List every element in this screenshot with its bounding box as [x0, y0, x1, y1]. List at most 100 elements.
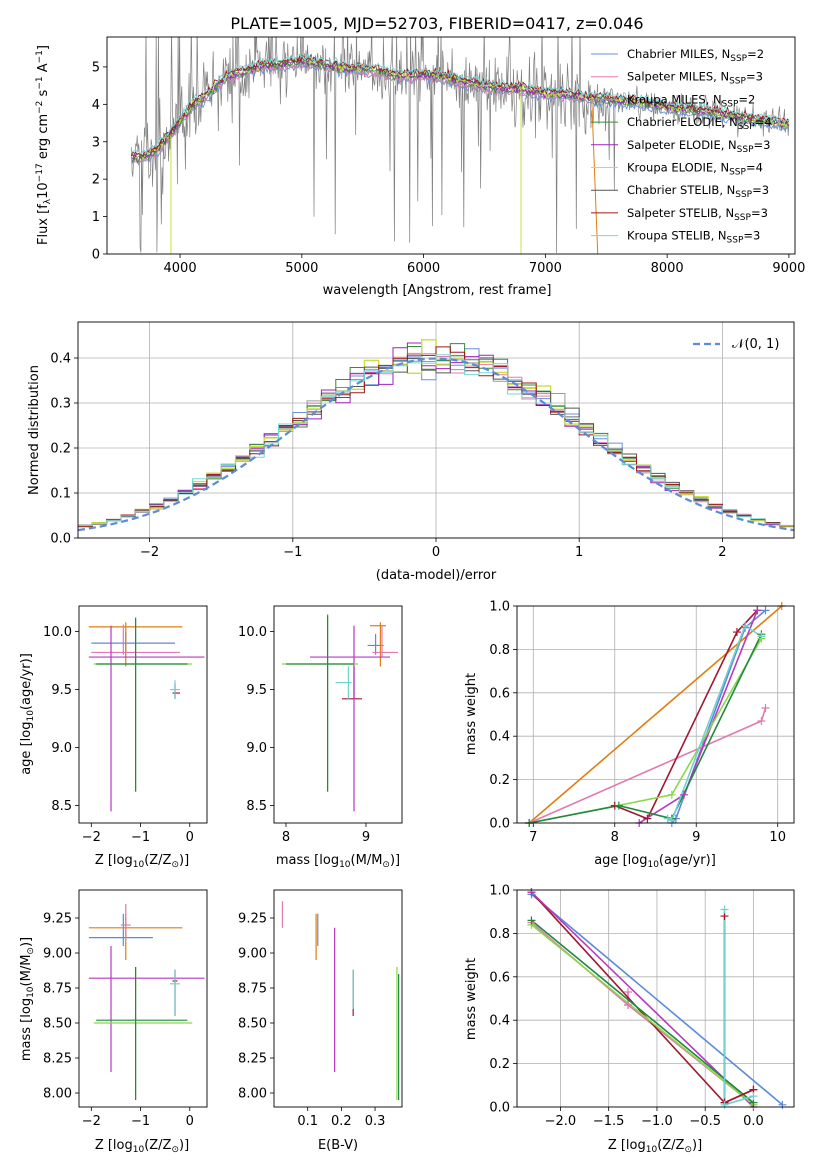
y-tick-label: 0.2 [50, 442, 71, 457]
x-tick-label: −1 [131, 1114, 150, 1129]
axes-frame [516, 605, 795, 824]
weight-line [530, 893, 783, 1106]
weight-marker [643, 814, 652, 823]
x-tick-label: −1.0 [641, 1114, 673, 1129]
label-part: SSP [737, 145, 754, 155]
spectrum-model-line [131, 53, 790, 155]
label-part: Z [log [608, 1138, 646, 1153]
spectrum-model-line [130, 60, 790, 166]
plot-content [282, 614, 398, 812]
y-tick-label: 0.2 [489, 1057, 510, 1072]
label-part: (M/M [351, 853, 383, 868]
legend-label: Chabrier MILES, NSSP=2 [627, 47, 764, 64]
label-part: −2 [35, 101, 45, 114]
axes-frame [273, 605, 403, 824]
y-tick-label: 0 [92, 248, 100, 263]
y-tick-label: 9.00 [238, 947, 267, 962]
axes-frame [78, 889, 208, 1108]
x-tick-label: 7 [529, 830, 537, 845]
label-part: ⊙ [26, 947, 36, 955]
y-tick-label: 0.4 [489, 730, 510, 745]
legend-label: Kroupa MILES, NSSP=2 [627, 92, 755, 109]
y-tick-label: 8.50 [238, 1017, 267, 1032]
x-tick-label: −2 [82, 1114, 101, 1129]
x-tick-label: 0 [432, 545, 440, 560]
label-part: 10 [26, 710, 36, 722]
label-part: (Z/Z [144, 1138, 171, 1153]
axes-age_vs_Z: −2 −1 08.59.09.510.0Z [log10(Z/Z⊙)]age [lo… [19, 605, 208, 870]
x-tick-label: 0.0 [743, 1114, 764, 1129]
label-part: Chabrier STELIB, N [627, 183, 735, 197]
legend-label: Salpeter MILES, NSSP=3 [627, 70, 763, 87]
y-tick-label: 8.75 [238, 982, 267, 997]
x-tick-label: 8 [282, 830, 290, 845]
weight-line [667, 624, 762, 822]
weight-marker [623, 1001, 632, 1010]
histogram-series [78, 354, 794, 526]
weight-marker [732, 628, 741, 637]
y-axis-label: mass weight [464, 673, 479, 755]
label-part: SSP [727, 236, 744, 246]
plot-content [281, 901, 400, 1100]
x-tick-label: 8 [611, 830, 619, 845]
x-tick-label: −2 [82, 830, 101, 845]
weight-marker [749, 1092, 758, 1101]
label-part: Salpeter ELODIE, N [627, 138, 737, 152]
y-axis-label: Normed distribution [27, 365, 42, 495]
label-part: ⊙ [684, 1145, 692, 1155]
plot-area [79, 890, 207, 1107]
y-tick-label: 0.2 [489, 773, 510, 788]
y-tick-label: 0.4 [489, 1014, 510, 1029]
weight-line [528, 606, 783, 823]
label-part: =4 [746, 161, 763, 175]
spectrum-dropout-line [591, 96, 599, 254]
histogram-series [78, 346, 794, 527]
weight-marker [761, 606, 770, 615]
label-part: −17 [35, 163, 45, 182]
x-tick-label: 7000 [529, 261, 562, 276]
legend-label: Kroupa ELODIE, NSSP=4 [627, 161, 763, 178]
x-tick-label: 5000 [285, 261, 318, 276]
y-tick-label: 8.00 [43, 1087, 72, 1102]
x-tick-label: 0.2 [331, 1114, 352, 1129]
label-part: (M/M [19, 955, 34, 987]
axes-frame [77, 321, 795, 539]
plot-content [78, 322, 794, 538]
y-axis-label: Flux [fλ10−17 erg cm−2 s−1 A−1] [35, 45, 53, 245]
axes-mass_vs_Z: −2 −1 08.008.258.508.759.009.25Z [log10(Z/… [19, 889, 208, 1155]
label-part: (Z/Z [144, 853, 171, 868]
axes-residuals: −2 −1 0 1 2 0.0 0.1 0.2 0.3 0.4 𝒩(0, 1) (data-model… [27, 321, 795, 583]
weight-line [530, 924, 755, 1106]
weight-marker [667, 816, 676, 825]
label-part: 10 [133, 1145, 145, 1155]
label-part: 10 [646, 1145, 658, 1155]
x-tick-label: 1 [575, 545, 583, 560]
x-tick-label: −2 [140, 545, 159, 560]
x-tick-label: 0.3 [365, 1114, 386, 1129]
weight-marker [741, 621, 750, 630]
label-part: Salpeter MILES, N [627, 70, 729, 84]
x-tick-label: 10 [769, 830, 786, 845]
label-part: Flux [f [36, 204, 51, 245]
legend-label: Chabrier ELODIE, NSSP=4 [627, 115, 772, 132]
label-part: SSP [738, 122, 755, 132]
label-part: )] [19, 937, 34, 947]
label-part: Salpeter STELIB, N [627, 206, 734, 220]
label-part: =2 [747, 47, 764, 61]
label-part: =3 [746, 70, 763, 84]
weight-marker [753, 606, 762, 615]
label-part: SSP [734, 213, 751, 223]
y-tick-label: 0.0 [489, 817, 510, 832]
axes-frame [273, 889, 403, 1108]
y-tick-label: 10.0 [43, 625, 72, 640]
weight-marker [761, 703, 770, 712]
histogram-series [78, 355, 794, 527]
weight-marker [720, 905, 729, 914]
x-tick-label: 4000 [164, 261, 197, 276]
y-tick-label: 9.0 [51, 741, 72, 756]
y-tick-label: 9.5 [51, 683, 72, 698]
figure-title: PLATE=1005, MJD=52703, FIBERID=0417, z=0… [230, 14, 643, 33]
y-tick-label: 0.0 [489, 1101, 510, 1116]
